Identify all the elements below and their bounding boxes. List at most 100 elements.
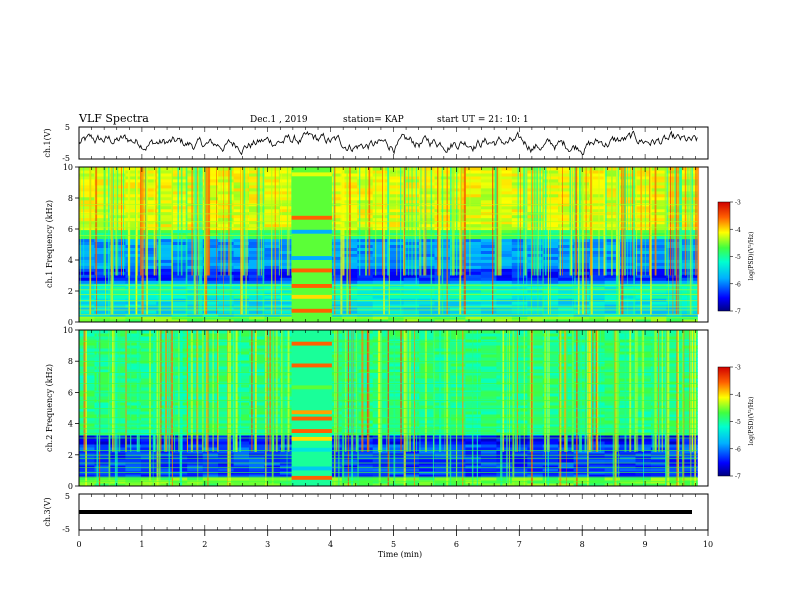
spectrogram-cell: [481, 420, 497, 424]
spectrogram-cell: [620, 438, 636, 442]
spectrogram-cell: [373, 292, 389, 296]
spectrogram-streak: [416, 167, 417, 314]
spectrogram-gap-line: [292, 429, 332, 433]
spectrogram-cell: [450, 354, 466, 358]
spectrogram-cell: [388, 441, 404, 445]
spectrogram-streak: [687, 167, 688, 314]
spectrogram-cell: [450, 411, 466, 415]
spectrogram-cell: [125, 194, 141, 198]
spectrogram-streak: [154, 167, 155, 276]
spectrogram-cell: [527, 387, 543, 391]
xtick-label: 10: [703, 540, 713, 549]
spectrogram-streak: [84, 167, 85, 276]
spectrogram-streak: [156, 167, 157, 276]
spectrogram-cell: [620, 462, 636, 466]
spectrogram-cell: [481, 336, 497, 340]
spectrogram-cell: [574, 280, 590, 284]
spectrogram-cell: [605, 396, 621, 400]
spectrogram-cell: [496, 378, 512, 382]
spectrogram-cell: [527, 375, 543, 379]
spectrogram-cell: [651, 477, 667, 481]
spectrogram-cell: [172, 227, 188, 231]
spectrogram-cell: [419, 339, 435, 343]
spectrogram-cell: [265, 280, 281, 284]
spectrogram-cell: [172, 185, 188, 189]
spectrogram-cell: [620, 339, 636, 343]
spectrogram-cell: [481, 453, 497, 457]
spectrogram-streak: [419, 167, 420, 276]
spectrogram-cell: [388, 262, 404, 266]
spectrogram-cell: [141, 468, 157, 472]
spectrogram-streak: [616, 167, 618, 276]
spectrogram-cell: [404, 292, 420, 296]
spectrogram-streak: [158, 167, 160, 314]
spectrogram-cell: [388, 188, 404, 192]
spectrogram-cell: [218, 227, 234, 231]
spectrogram-cell: [651, 453, 667, 457]
spectrogram-cell: [620, 366, 636, 370]
spectrogram-streak: [590, 167, 592, 276]
spectrogram-cell: [419, 351, 435, 355]
spectrogram-streak: [246, 167, 247, 314]
spectrogram-cell: [419, 459, 435, 463]
spectrogram-streak: [495, 167, 497, 276]
spectrogram-cell: [388, 256, 404, 260]
spectrogram-cell: [172, 259, 188, 263]
spectrogram-streak: [369, 167, 371, 276]
spectrogram-gap-band: [292, 330, 332, 486]
spectrogram-cell: [465, 259, 481, 263]
spectrogram-cell: [265, 170, 281, 174]
spectrogram-cell: [218, 456, 234, 460]
spectrogram-cell: [388, 242, 404, 246]
spectrogram-cell: [357, 351, 373, 355]
spectrogram-gap-line: [292, 467, 332, 471]
spectrogram-cell: [419, 405, 435, 409]
spectrogram-streak: [667, 167, 668, 276]
spectrogram-cell: [388, 330, 404, 334]
spectrogram-streak: [191, 167, 192, 276]
spectrogram-cell: [450, 459, 466, 463]
spectrogram-cell: [651, 218, 667, 222]
spectrogram-cell: [465, 218, 481, 222]
spectrogram-cell: [605, 375, 621, 379]
spectrogram-cell: [450, 310, 466, 314]
spectrogram-cell: [481, 468, 497, 472]
spectrogram-cell: [187, 441, 203, 445]
spectrogram-streak: [342, 167, 344, 276]
spectrogram-cell: [651, 212, 667, 216]
spectrogram-cell: [496, 369, 512, 373]
spectrogram-cell: [265, 218, 281, 222]
spectrogram-cell: [651, 197, 667, 201]
spectrogram-cell: [605, 351, 621, 355]
spectrogram-cell: [574, 295, 590, 299]
spectrogram-streak: [263, 167, 265, 314]
spectrogram-cell: [357, 292, 373, 296]
spectrogram-cell: [620, 354, 636, 358]
spectrogram-cell: [620, 357, 636, 361]
spectrogram-streak: [400, 167, 401, 314]
ytick-label: 6: [68, 225, 73, 234]
spectrogram-streak: [178, 167, 179, 276]
spectrogram-cell: [342, 414, 358, 418]
spectrogram-cell: [450, 336, 466, 340]
spectrogram-cell: [125, 259, 141, 263]
spectrogram-cell: [388, 212, 404, 216]
spectrogram-cell: [373, 298, 389, 302]
ch2-colorbar-label: log(PSD)(V²/Hz): [748, 397, 755, 446]
spectrogram-cell: [404, 462, 420, 466]
spectrogram-cell: [388, 245, 404, 249]
spectrogram-cell: [651, 292, 667, 296]
spectrogram-cell: [620, 363, 636, 367]
spectrogram-cell: [342, 447, 358, 451]
spectrogram-cell: [125, 215, 141, 219]
spectrogram-streak: [108, 167, 109, 314]
spectrogram-cell: [234, 459, 250, 463]
spectrogram-streak: [243, 167, 244, 276]
spectrogram-cell: [187, 354, 203, 358]
spectrogram-streak: [532, 167, 533, 276]
spectrogram-cell: [620, 414, 636, 418]
colorbar-tick-label: -4: [735, 227, 741, 234]
spectrogram-cell: [388, 375, 404, 379]
spectrogram-cell: [527, 444, 543, 448]
spectrogram-cell: [651, 274, 667, 278]
